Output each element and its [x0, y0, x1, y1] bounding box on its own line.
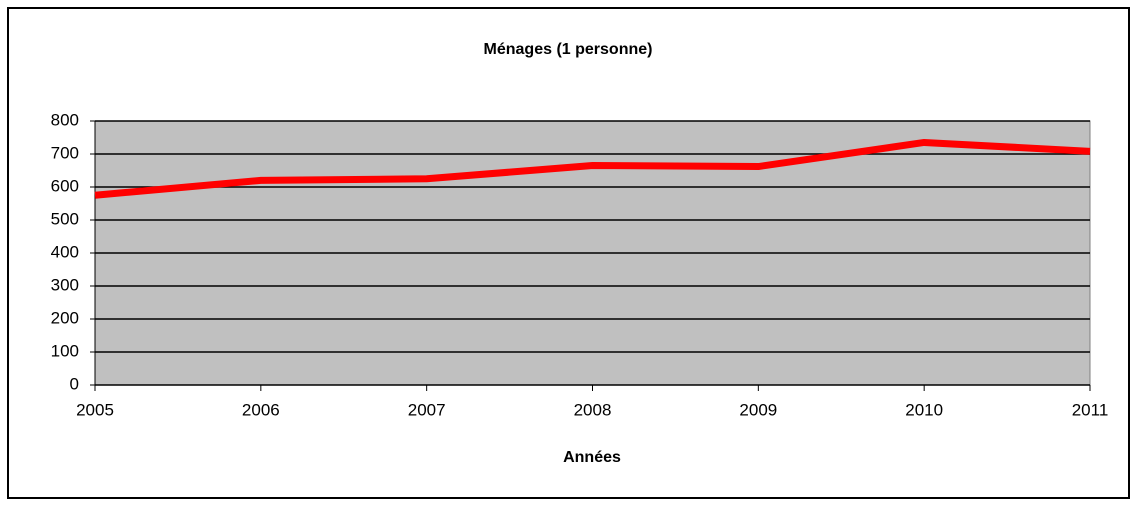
x-tick-label: 2008 [574, 400, 612, 419]
y-tick-label: 200 [51, 308, 79, 327]
y-tick-label: 800 [51, 110, 79, 129]
y-tick-label: 100 [51, 341, 79, 360]
y-tick-label: 600 [51, 176, 79, 195]
y-tick-label: 500 [51, 209, 79, 228]
x-tick-label: 2011 [1072, 400, 1109, 419]
chart-title: Ménages (1 personne) [484, 41, 653, 58]
data-line [94, 138, 1091, 199]
x-tick-label: 2010 [905, 400, 943, 419]
y-tick-label: 700 [51, 143, 79, 162]
y-tick-label: 300 [51, 275, 79, 294]
x-tick-label: 2005 [76, 400, 114, 419]
x-tick-label: 2006 [242, 400, 280, 419]
y-tick-label: 400 [51, 242, 79, 261]
x-axis-label: Années [563, 449, 621, 466]
x-tick-label: 2009 [739, 400, 777, 419]
x-tick-label: 2007 [408, 400, 446, 419]
y-tick-label: 0 [70, 374, 79, 393]
